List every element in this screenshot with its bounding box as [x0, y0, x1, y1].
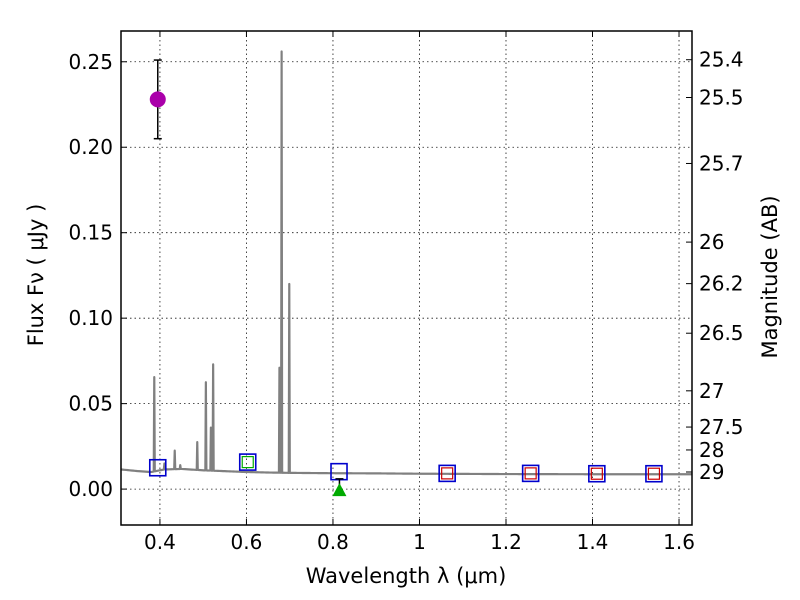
x-tick-label: 1.4 [577, 530, 609, 554]
y-tick-label: 0.05 [68, 392, 113, 416]
y-tick-label: 0.00 [68, 477, 113, 501]
x-tick-label: 0.4 [144, 530, 176, 554]
right-tick-label: 25.7 [699, 151, 744, 175]
y-tick-label: 0.20 [68, 135, 113, 159]
y-axis-label: Flux Fν ( μJy ) [24, 204, 48, 347]
x-tick-label: 0.8 [317, 530, 349, 554]
plot-border [120, 30, 693, 526]
model-photometry-square [238, 453, 257, 471]
right-tick-label: 26.5 [699, 321, 744, 345]
model-photometry-square [588, 464, 606, 483]
plot-frame [120, 30, 693, 526]
x-tick-label: 1.2 [490, 530, 522, 554]
right-tick-label: 27 [699, 379, 724, 403]
model-photometry-square [438, 464, 456, 483]
right-axis-label: Magnitude (AB) [758, 195, 782, 358]
model-photometry-square [148, 458, 167, 477]
model-photometry-square [330, 462, 348, 481]
x-tick-label: 1 [413, 530, 426, 554]
x-axis-label: Wavelength λ (μm) [306, 564, 507, 588]
detection-point [149, 91, 166, 108]
observed-photometry-marker [241, 455, 254, 469]
observed-photometry-marker [590, 467, 603, 480]
x-tick-label: 0.6 [231, 530, 263, 554]
right-tick-label: 26.2 [699, 272, 744, 296]
right-tick-label: 25.4 [699, 48, 744, 72]
observed-photometry-marker [647, 467, 661, 480]
upper-limit-marker [332, 483, 347, 497]
x-tick-label: 1.6 [663, 530, 695, 554]
model-photometry-square [645, 464, 663, 483]
y-tick-label: 0.10 [68, 306, 113, 330]
right-tick-label: 25.5 [699, 85, 744, 109]
grid-lines [121, 31, 692, 525]
y-tick-label: 0.15 [68, 221, 113, 245]
observed-photometry-marker [524, 467, 537, 480]
model-spectrum-line [120, 50, 692, 476]
x-axis-ticks: 0.4 0.6 0.8 1 1.2 1.4 1.6 [144, 31, 695, 554]
right-tick-label: 28 [699, 438, 724, 462]
data-series [120, 50, 692, 497]
right-tick-label: 27.5 [699, 415, 744, 439]
y-axis-ticks: 0.00 0.05 0.10 0.15 0.20 0.25 [68, 50, 127, 501]
y-tick-label: 0.25 [68, 50, 113, 74]
model-photometry-square [521, 464, 540, 483]
right-tick-label: 29 [699, 460, 724, 484]
right-tick-label: 26 [699, 230, 724, 254]
observed-photometry-marker [441, 467, 454, 480]
